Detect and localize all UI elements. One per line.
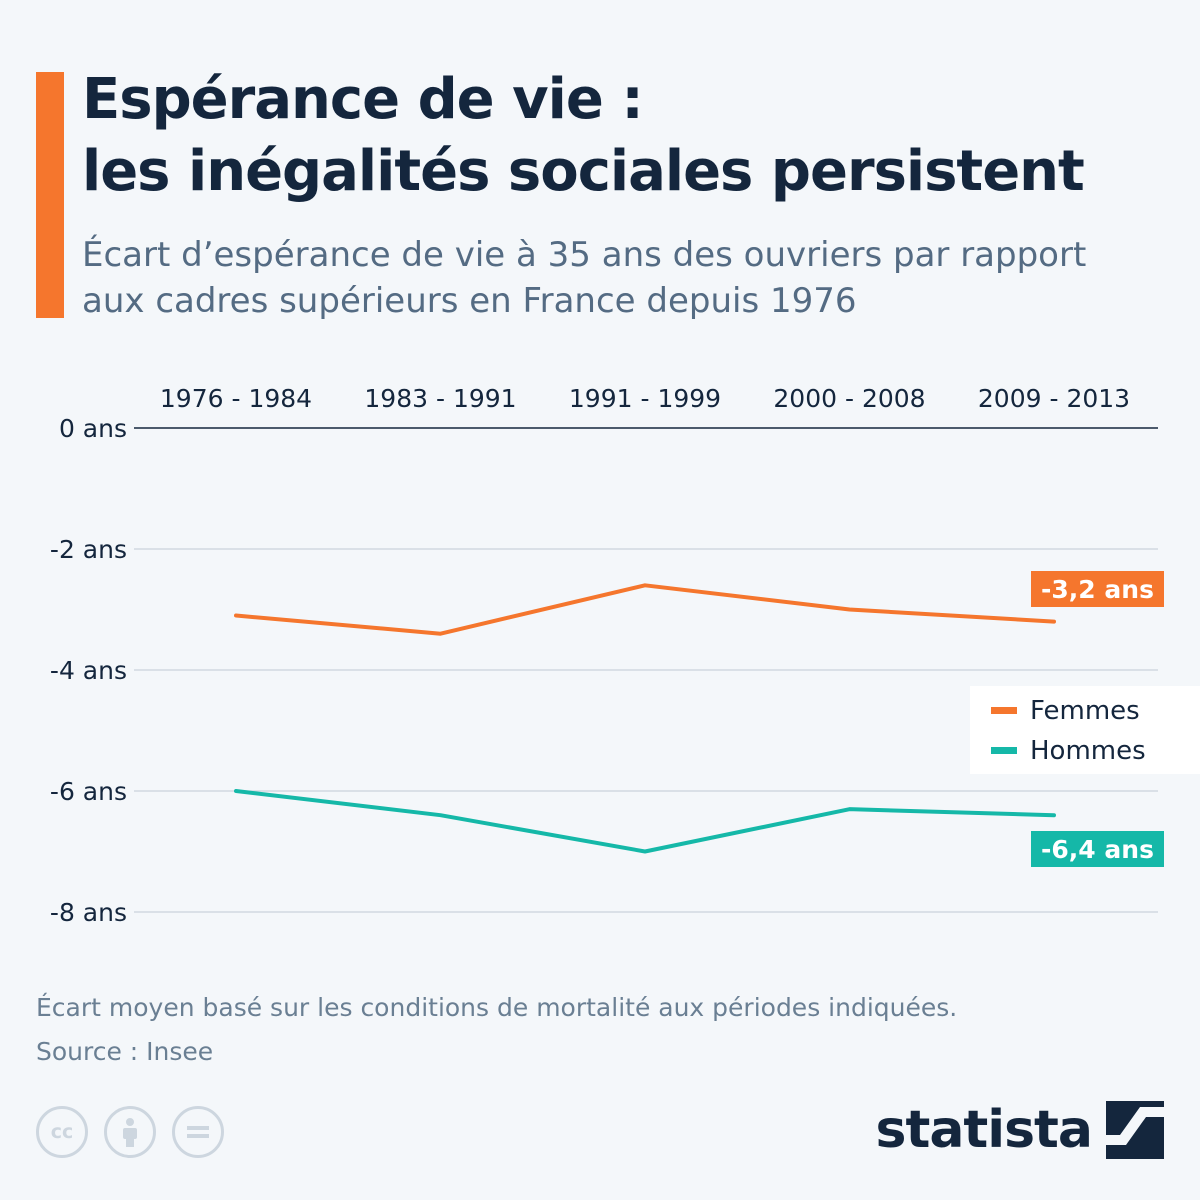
statista-mark-icon [1106, 1101, 1164, 1159]
series-line-femmes [234, 583, 1056, 636]
brand-name: statista [875, 1100, 1093, 1160]
attribution-icon[interactable] [104, 1106, 156, 1158]
no-derivatives-icon[interactable] [172, 1106, 224, 1158]
subtitle-line-2: aux cadres supérieurs en France depuis 1… [82, 281, 857, 321]
line-chart: 0 ans -2 ans -4 ans -6 ans -8 ans 1976 - 1984… [50, 384, 1200, 927]
x-tick-label: 1983 - 1991 [364, 384, 516, 413]
title-line-2: les inégalités sociales persistent [82, 139, 1085, 204]
footnote-source: Source : Insee [36, 1037, 214, 1066]
title-line-1: Espérance de vie : [82, 67, 644, 132]
x-tick-label: 1976 - 1984 [160, 384, 312, 413]
y-tick-label: -4 ans [50, 656, 127, 685]
legend-swatch [991, 707, 1017, 714]
legend-box [970, 686, 1200, 774]
chart-title: Espérance de vie : les inégalités social… [82, 64, 1182, 208]
end-label-box [1031, 831, 1164, 867]
legend-label: Hommes [1030, 736, 1146, 766]
chart-subtitle: Écart d’espérance de vie à 35 ans des ou… [82, 232, 1182, 324]
x-tick-label: 1991 - 1999 [569, 384, 721, 413]
accent-bar [36, 72, 64, 318]
y-tick-label: -2 ans [50, 535, 127, 564]
end-label-text: -3,2 ans [1041, 575, 1154, 604]
y-tick-label: 0 ans [59, 414, 127, 443]
end-label-box [1031, 571, 1164, 607]
series-line-hommes [234, 789, 1056, 854]
cc-icon[interactable]: cc [36, 1106, 88, 1158]
footnote: Écart moyen basé sur les conditions de m… [36, 986, 1156, 1074]
statista-logo[interactable]: statista [876, 1100, 1164, 1160]
y-tick-label: -8 ans [50, 898, 127, 927]
y-tick-label: -6 ans [50, 777, 127, 806]
x-tick-label: 2009 - 2013 [978, 384, 1130, 413]
legend-label: Femmes [1030, 696, 1140, 726]
legend-swatch [991, 747, 1017, 754]
license-icons: cc [36, 1106, 224, 1158]
subtitle-line-1: Écart d’espérance de vie à 35 ans des ou… [82, 235, 1087, 275]
end-label-text: -6,4 ans [1041, 835, 1154, 864]
footnote-note: Écart moyen basé sur les conditions de m… [36, 993, 958, 1022]
x-tick-label: 2000 - 2008 [773, 384, 925, 413]
